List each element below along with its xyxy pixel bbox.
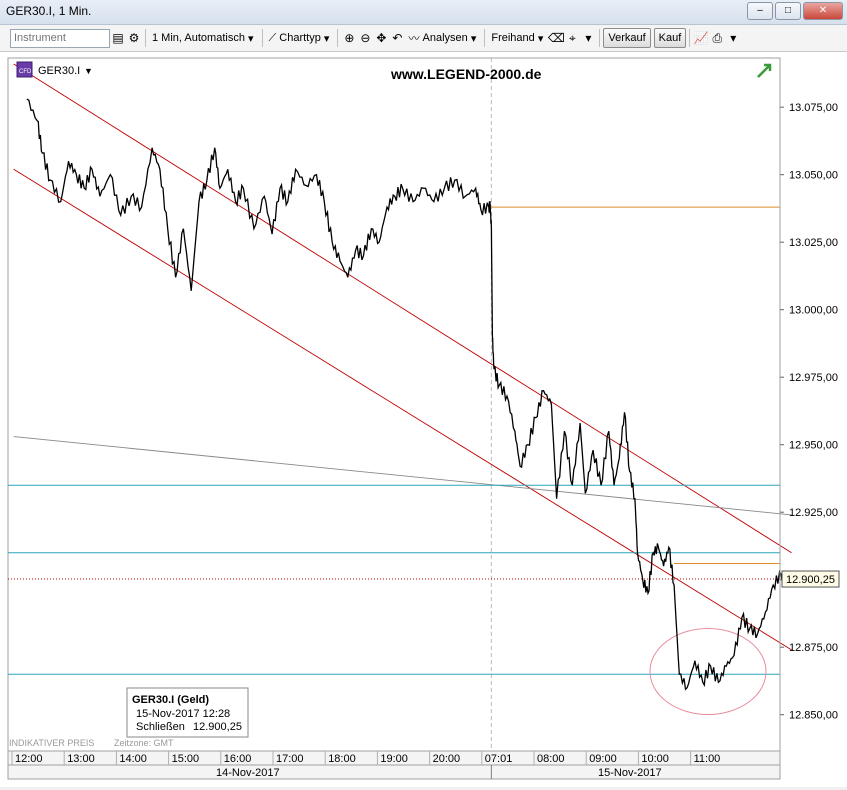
title-bar: GER30.I, 1 Min. – □ ✕ (0, 0, 847, 25)
toolbar-separator (261, 29, 263, 47)
chart-drawings (8, 63, 792, 715)
analysis-dropdown[interactable]: 〰 Analysen ▾ (408, 32, 477, 45)
date-axis-band (7, 764, 781, 780)
channel-upper-line (13, 63, 792, 554)
line-chart-icon: ⟋ (268, 31, 277, 44)
toolbar-separator (599, 29, 601, 47)
price-tooltip: GER30.I (Geld) 15-Nov-2017 12:28 Schließ… (126, 687, 249, 738)
channel-lower-line (13, 168, 792, 651)
window-title: GER30.I, 1 Min. (6, 4, 92, 18)
analysis-icon: 〰 (408, 33, 420, 45)
y-tick-label: 12.875,00 (789, 642, 838, 654)
y-tick-label: 13.000,00 (789, 305, 838, 317)
last-price-box (781, 570, 840, 588)
y-tick-label: 13.050,00 (789, 170, 838, 182)
charttype-label: Charttyp (279, 32, 321, 44)
sell-button[interactable]: Verkauf (603, 28, 651, 48)
toolbar-separator (484, 29, 486, 47)
chart-settings-icon[interactable]: 📈 (693, 31, 709, 45)
toolbar-separator (337, 29, 339, 47)
fit-icon[interactable]: ✥ (376, 31, 387, 45)
tooltip-close-label: Schließen (136, 721, 185, 733)
x-tick-label: 11:00 (694, 753, 721, 765)
y-axis: 13.075,00 13.050,00 13.025,00 13.000,00 12.9… (779, 58, 840, 751)
y-tick-label: 12.950,00 (789, 440, 838, 452)
freehand-label: Freihand (491, 32, 535, 44)
x-tick-label: 12:00 (15, 753, 43, 765)
window-controls: – □ ✕ (747, 2, 843, 20)
cfd-icon (16, 61, 33, 78)
crosshair-dropdown-icon[interactable]: ▾ (585, 31, 592, 45)
y-tick-label: 12.925,00 (789, 507, 838, 519)
price-chart[interactable]: 13.075,00 13.050,00 13.025,00 13.000,00 12.9… (0, 52, 847, 787)
eraser-icon[interactable]: ⌫ (547, 31, 565, 45)
x-tick-label: 14:00 (119, 753, 147, 765)
price-series-line (26, 98, 787, 691)
x-tick-label: 19:00 (380, 753, 408, 765)
toolbar-separator (145, 29, 146, 47)
chart-area[interactable]: 13.075,00 13.050,00 13.025,00 13.000,00 12.9… (0, 52, 847, 787)
y-tick-label: 13.025,00 (789, 237, 838, 249)
indicative-price-label: INDIKATIVER PREIS (9, 738, 94, 748)
x-tick-label: 18:00 (328, 753, 356, 765)
close-button[interactable]: ✕ (803, 2, 843, 20)
timezone-label: Zeitzone: GMT (114, 738, 174, 748)
buy-button[interactable]: Kauf (653, 28, 687, 48)
zoom-out-icon[interactable]: ⊖ (360, 31, 371, 45)
instrument-input[interactable] (10, 28, 110, 48)
date-label: 15-Nov-2017 (598, 767, 662, 779)
instrument-list-icon[interactable]: ▤ (112, 31, 124, 45)
x-tick-label: 10:00 (641, 753, 669, 765)
y-tick-label: 13.075,00 (789, 102, 838, 114)
x-tick-label: 08:00 (537, 753, 565, 765)
symbol-dropdown-icon[interactable]: ▼ (84, 66, 93, 76)
print-icon[interactable]: ⎙ (712, 30, 723, 45)
maximize-button[interactable]: □ (775, 2, 801, 20)
gray-trendline (13, 436, 792, 516)
watermark: www.LEGEND-2000.de (390, 66, 542, 82)
last-price-label: 12.900,25 (786, 574, 835, 586)
tooltip-close-value: 12.900,25 (193, 721, 242, 733)
date-label: 14-Nov-2017 (216, 767, 280, 779)
interval-dropdown[interactable]: 1 Min, Automatisch ▾ (152, 32, 254, 45)
print-dropdown-icon[interactable]: ▾ (730, 31, 737, 45)
zoom-in-icon[interactable]: ⊕ (344, 31, 355, 45)
y-tick-label: 12.850,00 (789, 710, 838, 722)
undo-icon[interactable]: ↶ (392, 31, 403, 45)
crosshair-icon[interactable]: ⌖ (568, 30, 576, 45)
symbol-label[interactable]: GER30.I (38, 65, 80, 77)
x-tick-label: 07:01 (485, 753, 513, 765)
freehand-dropdown[interactable]: Freihand ▾ (491, 32, 544, 45)
x-axis: 12:00 13:00 14:00 15:00 16:00 17:00 18:00 19:00… (7, 750, 781, 780)
x-tick-label: 20:00 (433, 753, 461, 765)
x-tick-label: 09:00 (589, 753, 617, 765)
tooltip-datetime: 15-Nov-2017 12:28 (136, 708, 230, 720)
x-tick-label: 15:00 (172, 753, 200, 765)
toolbar: ▤ ⚙ 1 Min, Automatisch ▾ ⟋ Charttyp ▾ ⊕ … (0, 25, 847, 52)
tooltip-title: GER30.I (Geld) (132, 694, 209, 706)
highlight-circle (649, 628, 767, 715)
trend-arrow-icon (757, 63, 772, 78)
instrument-settings-icon[interactable]: ⚙ (128, 31, 140, 45)
interval-label: 1 Min, Automatisch (152, 32, 245, 44)
cfd-icon-label: CFD (19, 69, 32, 75)
y-tick-label: 12.975,00 (789, 372, 838, 384)
x-tick-label: 13:00 (67, 753, 95, 765)
analysis-label: Analysen (422, 32, 468, 44)
minimize-button[interactable]: – (747, 2, 773, 20)
price-series-group (26, 98, 787, 691)
x-tick-label: 16:00 (224, 753, 252, 765)
charttype-dropdown[interactable]: ⟋ Charttyp ▾ (268, 31, 330, 45)
toolbar-separator (689, 29, 691, 47)
x-tick-label: 17:00 (276, 753, 304, 765)
